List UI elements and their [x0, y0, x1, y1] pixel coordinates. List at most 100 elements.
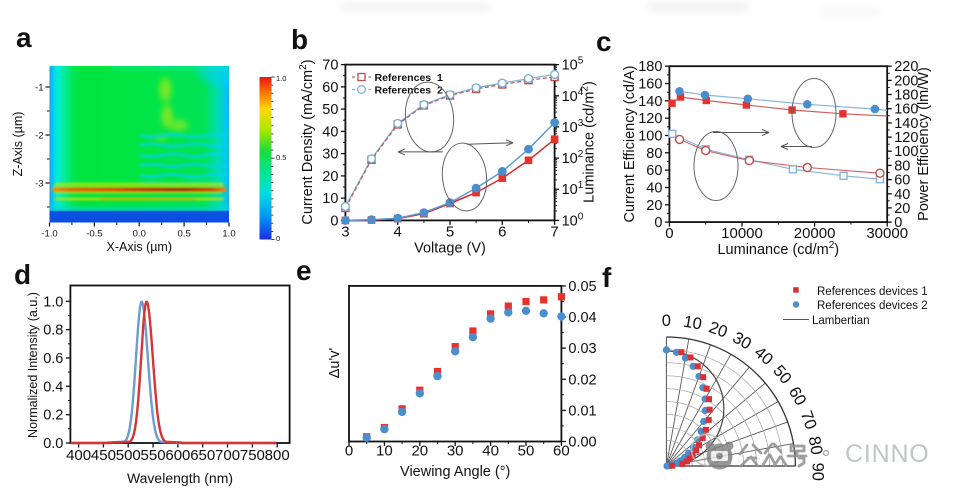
svg-text:X-Axis (µm): X-Axis (µm) [106, 240, 172, 254]
svg-text:30: 30 [322, 147, 338, 163]
svg-text:0.6: 0.6 [43, 351, 63, 367]
svg-text:40: 40 [646, 180, 662, 196]
svg-text:80: 80 [805, 435, 826, 456]
svg-text:0.2: 0.2 [43, 408, 63, 424]
svg-text:120: 120 [894, 130, 918, 146]
svg-text:Current Density (mA/cm2): Current Density (mA/cm2) [298, 59, 316, 224]
svg-text:100: 100 [894, 144, 918, 160]
svg-text:50: 50 [518, 443, 535, 460]
svg-text:0.8: 0.8 [43, 323, 63, 339]
svg-text:60: 60 [553, 443, 570, 460]
svg-text:0: 0 [894, 215, 902, 231]
svg-text:180: 180 [894, 88, 918, 104]
svg-text:Viewing Angle (°): Viewing Angle (°) [400, 464, 510, 480]
svg-text:20: 20 [646, 198, 662, 214]
svg-text:120: 120 [638, 111, 662, 127]
svg-text:Normalized Intensity (a.u.): Normalized Intensity (a.u.) [26, 292, 40, 438]
svg-text:0.00: 0.00 [568, 435, 596, 451]
svg-text:20: 20 [894, 201, 910, 217]
svg-text:0.04: 0.04 [568, 310, 596, 326]
svg-text:140: 140 [638, 94, 662, 110]
svg-text:-1.0: -1.0 [41, 229, 57, 240]
svg-text:-3: -3 [35, 179, 43, 190]
svg-text:0: 0 [665, 225, 673, 242]
svg-text:20: 20 [706, 318, 729, 341]
svg-text:0: 0 [330, 213, 338, 229]
svg-text:40: 40 [482, 443, 499, 460]
svg-text:3: 3 [341, 223, 349, 240]
svg-text:References devices 1: References devices 1 [817, 286, 928, 298]
svg-text:f: f [602, 262, 612, 293]
svg-text:40: 40 [322, 124, 338, 140]
svg-text:Voltage (V): Voltage (V) [414, 241, 486, 257]
svg-text:10: 10 [376, 443, 393, 460]
svg-text:100: 100 [638, 128, 662, 144]
svg-text:10: 10 [322, 191, 338, 207]
svg-text:-2: -2 [35, 131, 43, 142]
svg-text:30000: 30000 [866, 225, 908, 242]
svg-text:0.01: 0.01 [568, 403, 596, 419]
svg-text:750: 750 [240, 447, 265, 464]
svg-text:0.5: 0.5 [178, 229, 191, 240]
svg-text:80: 80 [894, 158, 910, 174]
svg-text:7: 7 [550, 223, 558, 240]
svg-text:Wavelength (nm): Wavelength (nm) [127, 470, 233, 486]
svg-text:0.5: 0.5 [276, 153, 286, 162]
svg-text:0.02: 0.02 [568, 372, 596, 388]
svg-text:70: 70 [322, 58, 338, 74]
svg-text:Current Efficiency (cd/A): Current Efficiency (cd/A) [622, 66, 638, 223]
svg-text:CINNO: CINNO [845, 440, 930, 468]
svg-text:60: 60 [322, 80, 338, 96]
svg-text:Z-Axis (µm): Z-Axis (µm) [11, 112, 25, 177]
svg-text:200: 200 [894, 73, 918, 89]
svg-text:0.03: 0.03 [568, 341, 596, 357]
svg-text:a: a [16, 22, 32, 53]
svg-text:60: 60 [646, 163, 662, 179]
svg-text:-1: -1 [35, 83, 43, 94]
svg-text:1.0: 1.0 [222, 229, 235, 240]
svg-text:10: 10 [682, 313, 703, 334]
svg-text:Power Efficiency (lm/W): Power Efficiency (lm/W) [916, 67, 932, 221]
svg-text:d: d [14, 259, 31, 290]
svg-text:400: 400 [66, 447, 91, 464]
svg-text:Luminance (cd/m2): Luminance (cd/m2) [717, 240, 839, 258]
svg-text:1.0: 1.0 [276, 74, 286, 83]
svg-text:40: 40 [894, 187, 910, 203]
svg-text:Δu'v': Δu'v' [327, 348, 343, 379]
svg-text:180: 180 [638, 59, 662, 75]
svg-text:10000: 10000 [721, 225, 763, 242]
svg-text:80: 80 [646, 146, 662, 162]
svg-text:References 2: References 2 [375, 85, 443, 97]
svg-text:60: 60 [894, 173, 910, 189]
svg-text:220: 220 [894, 59, 918, 75]
svg-text:Lambertian: Lambertian [812, 315, 870, 327]
svg-text:70: 70 [797, 408, 820, 431]
svg-text:90: 90 [808, 463, 826, 481]
svg-text:700: 700 [215, 447, 240, 464]
svg-text:0: 0 [654, 215, 662, 231]
svg-text:0.0: 0.0 [43, 436, 63, 452]
svg-text:0: 0 [662, 312, 671, 330]
svg-text:20: 20 [322, 169, 338, 185]
svg-text:160: 160 [638, 77, 662, 93]
svg-text:0.0: 0.0 [133, 229, 146, 240]
svg-text:20: 20 [411, 443, 428, 460]
svg-text:550: 550 [141, 447, 166, 464]
svg-text:e: e [296, 255, 312, 286]
svg-text:600: 600 [165, 447, 190, 464]
svg-text:4: 4 [394, 223, 402, 240]
svg-text:0.05: 0.05 [568, 279, 596, 295]
svg-text:0.4: 0.4 [43, 379, 63, 395]
svg-text:800: 800 [265, 447, 290, 464]
svg-text:5: 5 [446, 223, 454, 240]
svg-text:References devices 2: References devices 2 [817, 300, 928, 312]
svg-text:1.0: 1.0 [43, 294, 63, 310]
svg-text:140: 140 [894, 116, 918, 132]
svg-text:30: 30 [447, 443, 464, 460]
svg-text:References 1: References 1 [375, 72, 443, 84]
svg-text:50: 50 [322, 102, 338, 118]
svg-text:-0.5: -0.5 [86, 229, 102, 240]
svg-text:500: 500 [116, 447, 141, 464]
svg-text:6: 6 [498, 223, 506, 240]
svg-text:b: b [291, 24, 308, 55]
